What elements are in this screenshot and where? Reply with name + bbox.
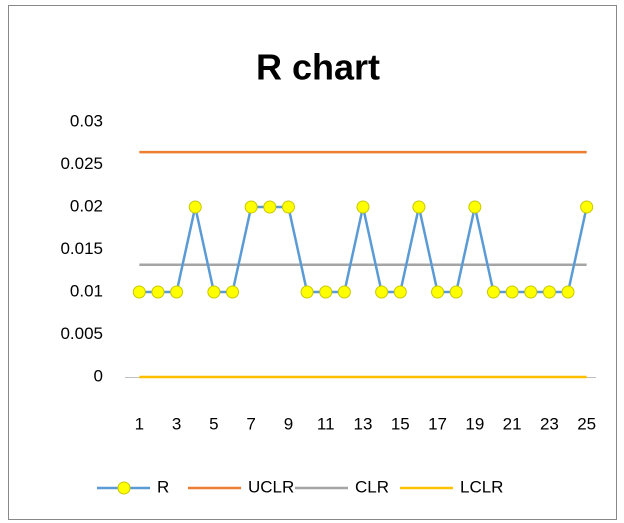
data-point (244, 200, 258, 214)
legend-label: CLR (355, 477, 389, 496)
x-tick-label: 23 (540, 414, 559, 433)
x-tick-label: 17 (428, 414, 447, 433)
data-point (542, 285, 556, 299)
x-tick-label: 7 (246, 414, 255, 433)
data-point (412, 200, 426, 214)
data-point (337, 285, 351, 299)
data-point (524, 285, 538, 299)
data-point (151, 285, 165, 299)
y-tick-label: 0.03 (70, 111, 103, 130)
chart-border (8, 5, 617, 520)
data-point (263, 200, 277, 214)
y-tick-label: 0 (94, 366, 103, 385)
data-point (132, 285, 146, 299)
y-tick-label: 0.005 (60, 324, 103, 343)
data-point (561, 285, 575, 299)
x-tick-label: 9 (284, 414, 293, 433)
y-tick-label: 0.025 (60, 154, 103, 173)
legend-marker (117, 481, 131, 495)
data-point (300, 285, 314, 299)
y-tick-label: 0.01 (70, 281, 103, 300)
data-point (449, 285, 463, 299)
x-tick-label: 11 (317, 414, 335, 433)
data-point (431, 285, 445, 299)
legend-label: R (157, 477, 169, 496)
data-point (375, 285, 389, 299)
data-point (468, 200, 482, 214)
x-tick-label: 1 (135, 414, 144, 433)
chart-title: R chart (256, 47, 380, 88)
data-point (188, 200, 202, 214)
data-point (505, 285, 519, 299)
x-tick-label: 5 (209, 414, 218, 433)
legend-label: LCLR (460, 477, 503, 496)
y-tick-label: 0.015 (60, 239, 103, 258)
data-point (356, 200, 370, 214)
y-tick-label: 0.02 (70, 196, 103, 215)
x-tick-label: 15 (391, 414, 410, 433)
x-tick-label: 25 (577, 414, 596, 433)
data-point (319, 285, 333, 299)
x-tick-label: 19 (465, 414, 484, 433)
x-tick-label: 21 (503, 414, 522, 433)
data-point (580, 200, 594, 214)
data-point (281, 200, 295, 214)
legend-label: UCLR (248, 477, 294, 496)
data-point (207, 285, 221, 299)
x-tick-label: 3 (172, 414, 181, 433)
data-point (226, 285, 240, 299)
data-point (393, 285, 407, 299)
x-tick-label: 13 (354, 414, 373, 433)
data-point (170, 285, 184, 299)
data-point (486, 285, 500, 299)
